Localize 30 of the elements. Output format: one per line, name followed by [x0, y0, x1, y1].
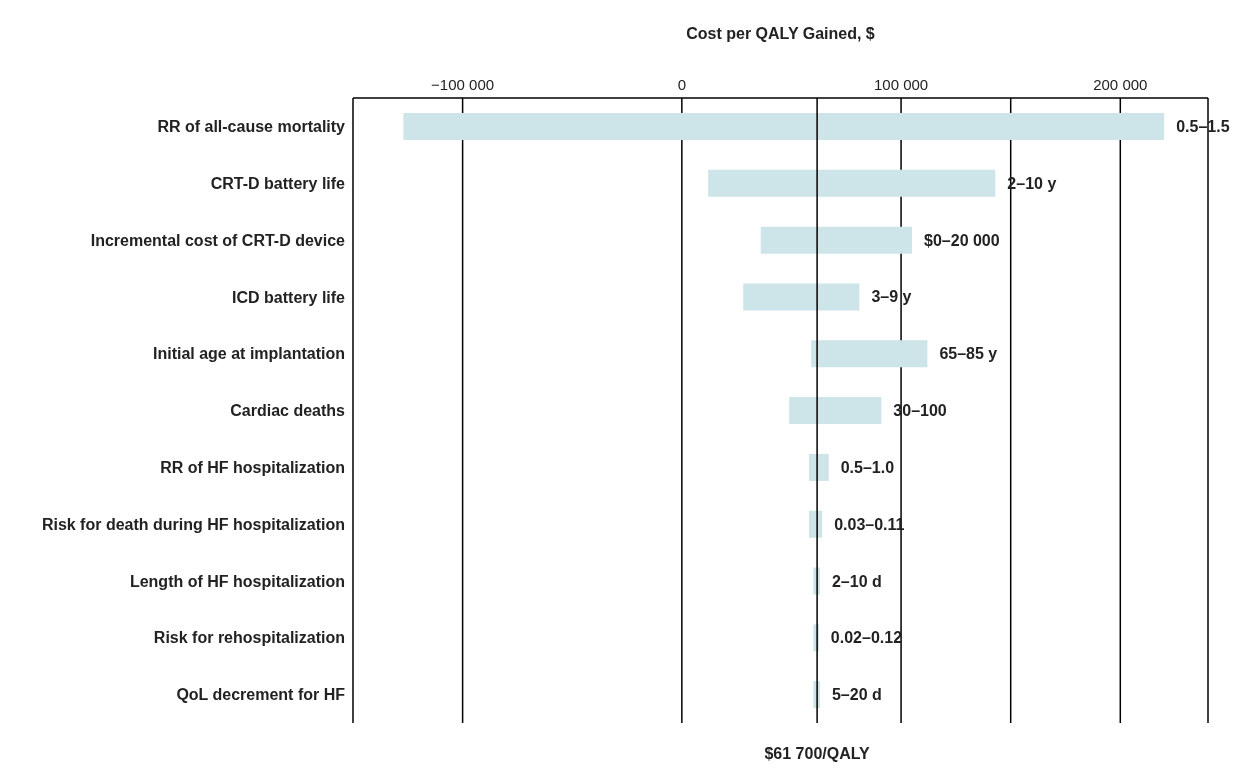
data-label: 3–9 y: [871, 288, 912, 306]
y-tick-label: ICD battery life: [232, 288, 346, 306]
x-tick-label: −100 000: [431, 76, 495, 93]
data-label: 5–20 d: [831, 686, 882, 704]
x-tick-label: 200 000: [1093, 76, 1148, 93]
data-label: 2–10 d: [831, 572, 882, 590]
y-tick-label: QoL decrement for HF: [176, 686, 346, 704]
y-tick-label: Initial age at implantation: [152, 345, 345, 363]
bar: [809, 453, 829, 481]
bar: [789, 397, 882, 425]
y-tick-label: Cardiac deaths: [230, 402, 346, 420]
x-tick-label: 0: [677, 76, 687, 93]
y-tick-label: Risk for death during HF hospitalization: [41, 515, 345, 533]
x-axis-title: Cost per QALY Gained, $: [686, 25, 875, 43]
x-tick-label: 100 000: [873, 76, 929, 93]
bar: [708, 169, 996, 197]
y-tick-label: CRT-D battery life: [210, 174, 346, 192]
bar: [760, 226, 913, 254]
y-tick-label: RR of HF hospitalization: [160, 459, 345, 476]
y-tick-label: Incremental cost of CRT-D device: [90, 231, 346, 249]
bar: [743, 283, 860, 311]
bar: [811, 340, 928, 368]
y-tick-label: Length of HF hospitalization: [129, 572, 345, 590]
ref-line-label: $61 700/QALY: [764, 745, 871, 763]
y-tick-label: Risk for rehospitalization: [153, 629, 345, 647]
data-label: 0.5–1.0: [840, 458, 895, 476]
data-label: $0–20 000: [924, 231, 1000, 249]
data-label: 65–85 y: [939, 345, 998, 363]
y-tick-label: RR of all-cause mortality: [157, 118, 346, 136]
bar: [403, 113, 1165, 140]
